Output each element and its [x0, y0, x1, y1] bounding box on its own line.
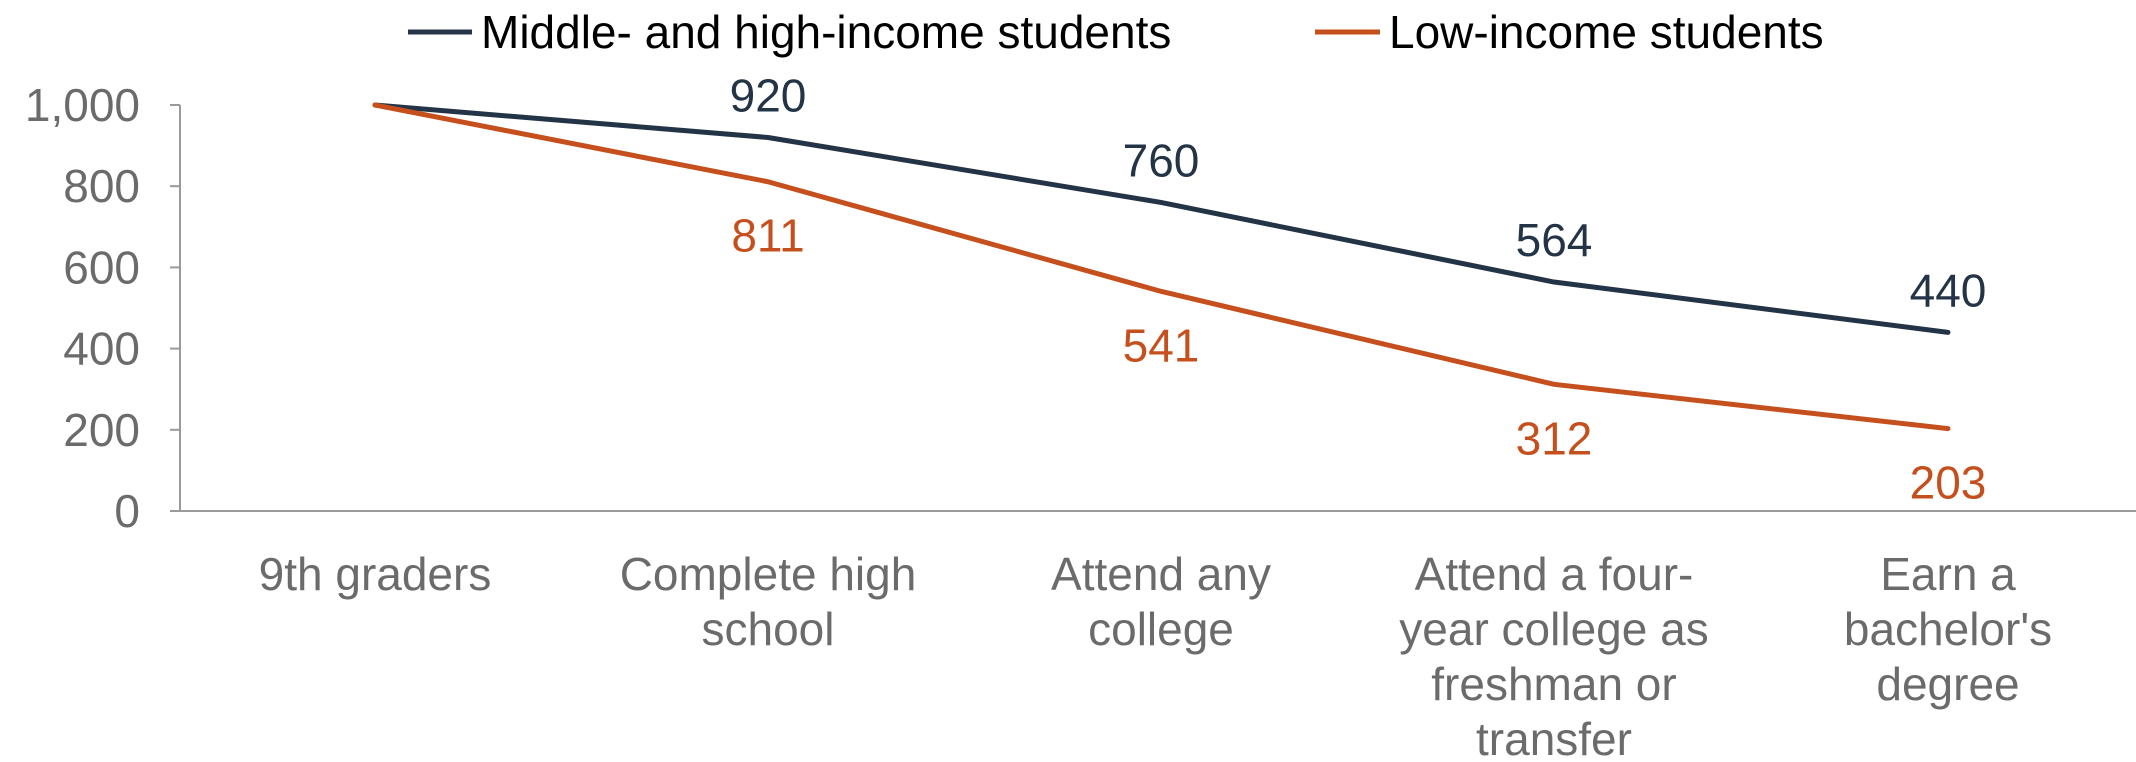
data-label-low-income: 312	[1516, 412, 1593, 464]
data-label-middle-high-income: 564	[1516, 214, 1593, 266]
x-tick-label: 9th graders	[259, 548, 492, 600]
data-label-low-income: 811	[731, 210, 804, 262]
x-tick-label: Earn a bachelor's degree	[1844, 548, 2052, 710]
data-label-middle-high-income: 760	[1123, 134, 1200, 186]
legend-label: Middle- and high-income students	[481, 6, 1171, 58]
x-tick-label: Attend any college	[1051, 548, 1271, 655]
data-label-middle-high-income: 440	[1910, 264, 1987, 316]
legend-label: Low-income students	[1389, 6, 1824, 58]
y-tick-label: 200	[63, 404, 140, 456]
series-line-middle-high-income	[372, 102, 1951, 335]
data-label-low-income: 203	[1910, 457, 1987, 509]
x-tick-label: Attend a four-year college as freshman or…	[1399, 548, 1708, 762]
data-label-low-income: 541	[1123, 319, 1200, 371]
y-tick-label: 400	[63, 323, 140, 375]
series-layer	[372, 102, 1951, 432]
y-tick-label: 0	[114, 485, 140, 537]
x-tick-label: Complete high school	[620, 548, 917, 655]
y-tick-label: 1,000	[25, 79, 140, 131]
y-tick-label: 600	[63, 241, 140, 293]
y-tick-label: 800	[63, 160, 140, 212]
x-axis: 9th graders Complete high school Attend any…	[180, 510, 2136, 762]
data-labels: 920 760 564 440 811 541 312 203	[730, 69, 1987, 508]
series-line-low-income	[372, 102, 1951, 432]
y-axis: 0 200 400 600 800 1,000	[25, 79, 181, 537]
data-label-middle-high-income: 920	[730, 69, 807, 121]
legend: Middle- and high-income students Low-inco…	[408, 6, 1824, 58]
